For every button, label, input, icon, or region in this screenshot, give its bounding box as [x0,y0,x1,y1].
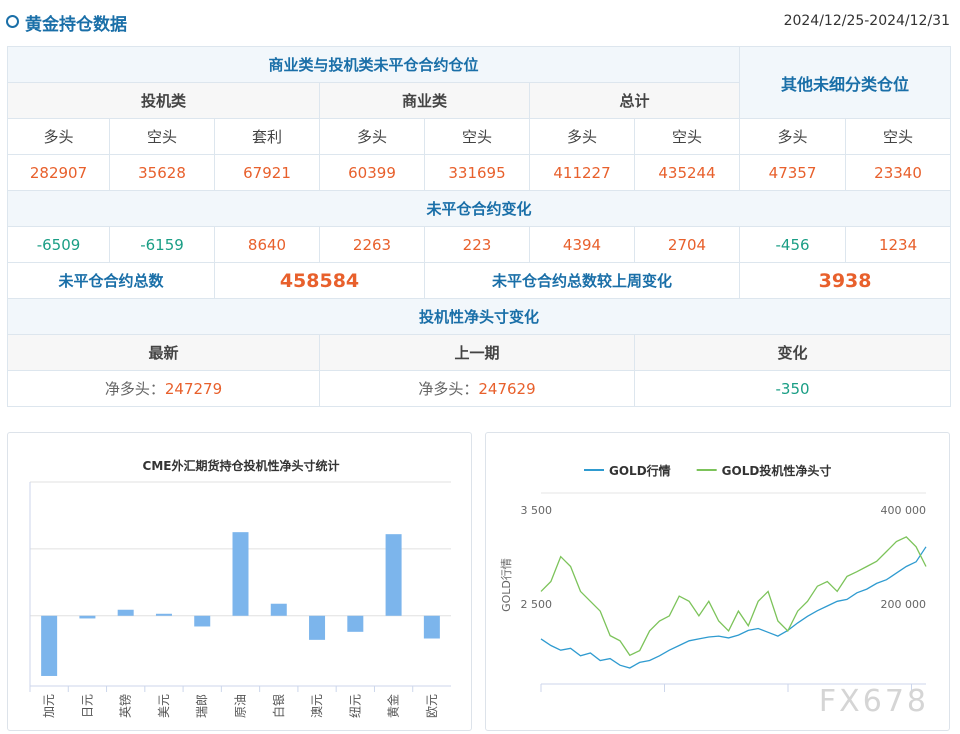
table-cell: 空头 [845,118,952,155]
table-cell: 空头 [633,118,741,155]
x-tick-label: 英镑 [118,694,133,718]
x-tick-label: 原油 [234,694,248,718]
y-axis-label: GOLD行情 [500,558,513,612]
bar [385,534,402,616]
table-cell: 4394 [529,226,635,263]
table-cell: -6159 [109,226,215,263]
table-cell: 净多头：247279 [7,370,320,407]
x-tick-label: 瑞郎 [195,694,209,718]
x-tick-label: 加元 [42,694,56,718]
cell-label: 净多头： [104,380,165,398]
table-cell: 变化 [633,334,952,371]
table-cell: 331695 [424,154,530,191]
table-cell: 223 [424,226,530,263]
x-tick-label: 黄金 [386,694,401,718]
x-tick-label: 澳元 [310,694,324,718]
x-tick-label: 美元 [157,694,171,718]
cell-label: 净多头： [418,380,479,398]
x-tick-label: 欧元 [425,694,439,718]
bar [155,613,172,616]
series-line [540,546,927,669]
table-cell: 空头 [109,118,215,155]
table-cell: 23340 [845,154,952,191]
watermark: FX678 [819,684,929,719]
table-cell: 多头 [7,118,110,155]
series-line [540,536,927,657]
table-cell: 未平仓合约总数较上周变化 [423,262,741,299]
y2-tick-label: 400 000 [881,504,927,517]
table-cell: 多头 [529,118,635,155]
table-cell: 8640 [214,226,320,263]
bar [79,615,96,619]
table-cell: 商业类 [319,82,530,119]
line-chart: 2 500 3 500 200 000 400 000 GOLD行情 GOLD行情 GOLD… [500,463,929,719]
legend-label: GOLD投机性净头寸 [722,463,832,478]
title-icon [6,15,19,28]
table-cell: 总计 [528,82,741,119]
table-cell: 3938 [739,262,952,299]
bar [309,615,326,640]
table-cell: 投机性净头寸变化 [6,298,952,335]
table-cell: 435244 [633,154,741,191]
table-cell: -456 [739,226,847,263]
table-cell: 商业类与投机类未平仓合约仓位 [6,46,741,83]
table-cell: 2704 [633,226,741,263]
table-cell: 282907 [7,154,110,191]
page-title: 黄金持仓数据 [25,15,127,35]
cell-value: 247279 [164,380,223,398]
bar [41,615,58,676]
table-cell: 空头 [424,118,530,155]
y-tick-label: 3 500 [521,504,553,517]
bar [347,615,364,632]
position-table: 商业类与投机类未平仓合约仓位 其他未细分类仓位 投机类 商业类 总计 多头 空头 套利 多头… [6,46,952,407]
chart-title: CME外汇期货持仓投机性净头寸统计 [143,458,340,473]
table-cell: 67921 [214,154,320,191]
table-cell: 411227 [529,154,635,191]
x-tick-label: 纽元 [348,694,362,718]
bar [194,615,211,627]
table-cell: -350 [633,370,952,407]
table-cell: -6509 [7,226,110,263]
table-cell: 最新 [7,334,320,371]
table-cell: 458584 [214,262,425,299]
table-cell: 未平仓合约总数 [7,262,215,299]
bar-panel: CME外汇期货持仓投机性净头寸统计加元 日元 英镑 美元 瑞郎 原油 白银 澳元 纽元 黄金 欧元 [7,432,472,731]
table-cell: 2263 [319,226,425,263]
table-cell: 投机类 [7,82,320,119]
table-cell: 60399 [319,154,425,191]
table-cell: 多头 [739,118,847,155]
table-cell: 未平仓合约变化 [6,190,952,227]
table-cell: 净多头：247629 [319,370,635,407]
cell-value: 247629 [478,380,536,398]
y-tick-label: 2 500 [521,598,553,611]
table-cell: 1234 [845,226,952,263]
bar [232,532,249,616]
table-cell: 47357 [739,154,847,191]
line-panel: 2 500 3 500 200 000 400 000 GOLD行情 GOLD行情 GOLD… [485,432,950,731]
bar [270,603,287,616]
date-range: 2024/12/25-2024/12/31 [783,13,950,29]
legend-label: GOLD行情 [609,463,671,478]
table-cell: 其他未细分类仓位 [739,46,952,119]
table-cell: 多头 [319,118,425,155]
x-tick-label: 白银 [271,694,286,718]
table-cell: 上一期 [319,334,635,371]
table-cell: 35628 [109,154,215,191]
table-cell: 套利 [214,118,320,155]
x-tick-label: 日元 [80,694,94,718]
bar [423,615,440,639]
y2-tick-label: 200 000 [881,598,927,611]
bar [117,609,134,616]
